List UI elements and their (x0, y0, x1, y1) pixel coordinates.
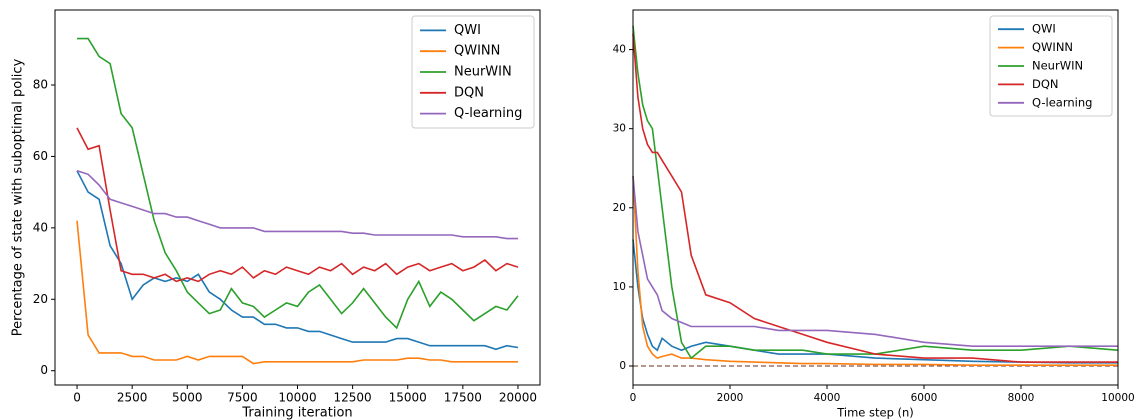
x-tick-label: 17500 (444, 391, 482, 405)
x-tick-label: 15000 (389, 391, 427, 405)
y-tick-label: 40 (613, 44, 626, 56)
y-tick-label: 30 (613, 123, 626, 135)
legend-box (411, 15, 535, 129)
legend-box (989, 15, 1113, 117)
series-line (76, 170, 519, 351)
series-line (77, 37, 519, 330)
y-tick-label: 40 (33, 220, 48, 234)
legend-label: QWINN (1032, 40, 1073, 54)
series-line (632, 176, 1118, 347)
x-tick-label: 20000 (499, 391, 537, 405)
plot-frame (632, 9, 1119, 386)
legend-label: NeurWIN (454, 65, 512, 80)
x-tick-label: 5000 (172, 391, 203, 405)
x-tick-label: 7500 (227, 391, 258, 405)
x-tick-label: 2500 (117, 391, 148, 405)
y-tick-label: 60 (33, 149, 48, 163)
y-tick-label: 80 (33, 78, 48, 92)
legend-label: QWI (454, 23, 481, 38)
series-line (632, 33, 1118, 363)
y-tick-label: 10 (613, 281, 626, 293)
series-line (632, 239, 1118, 364)
x-axis-label: Training iteration (241, 406, 352, 420)
legend-label: Q-learning (1032, 95, 1092, 109)
series-line (632, 25, 1119, 360)
x-tick-label: 2000 (717, 392, 744, 404)
y-tick-label: 20 (613, 202, 626, 214)
legend-label: QWINN (454, 44, 500, 59)
y-tick-label: 20 (33, 292, 48, 306)
legend-label: QWI (1032, 22, 1056, 36)
series-line (76, 169, 518, 240)
legend-label: DQN (454, 85, 484, 100)
legend-label: Q-learning (454, 106, 522, 121)
series-line (76, 127, 519, 283)
x-tick-label: 12500 (334, 391, 372, 405)
series-line (76, 220, 518, 365)
series-line (632, 176, 1118, 366)
x-tick-label: 4000 (814, 392, 841, 404)
legend-label: DQN (1032, 77, 1059, 91)
x-tick-label: 10000 (1101, 392, 1134, 404)
legend-label: NeurWIN (1032, 59, 1083, 73)
y-tick-label: 0 (40, 363, 48, 377)
y-tick-label: 0 (619, 360, 626, 372)
x-tick-label: 8000 (1008, 392, 1035, 404)
y-axis-label: Percentage of state with suboptimal poli… (11, 58, 26, 336)
x-axis-label: Time step (n) (836, 406, 914, 420)
x-tick-label: 10000 (278, 391, 316, 405)
x-tick-label: 0 (73, 391, 81, 405)
x-tick-label: 0 (630, 392, 637, 404)
x-tick-label: 6000 (911, 392, 938, 404)
